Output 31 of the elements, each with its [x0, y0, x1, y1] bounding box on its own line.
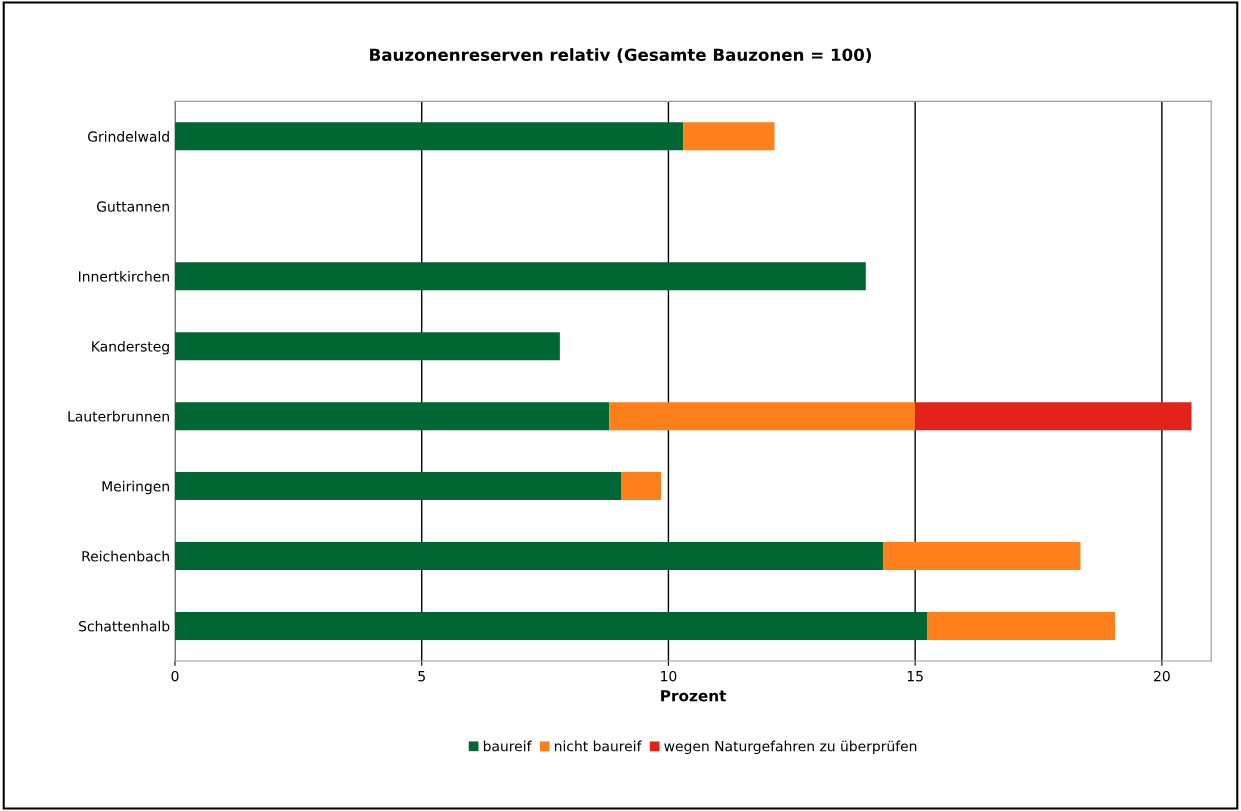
bar — [174, 262, 866, 291]
bar — [174, 612, 928, 640]
bar — [174, 332, 560, 361]
chart-title: Bauzonenreserven relativ (Gesamte Bauzonen = 100) — [370, 48, 871, 64]
y-tick-label: Grindelwald — [88, 131, 169, 142]
x-tick-label: 0 — [171, 670, 179, 682]
y-tick-label: Meiringen — [102, 480, 169, 495]
y-tick-label: Innertkirchen — [79, 270, 169, 282]
bar — [174, 472, 622, 501]
bar — [927, 612, 1115, 640]
x-axis-title: Prozent — [661, 690, 727, 702]
x-tick-label: 5 — [418, 671, 425, 682]
x-tick-label: 20 — [1154, 670, 1170, 682]
bar — [683, 122, 775, 151]
legend-label: nicht baureif — [554, 740, 642, 752]
bar — [883, 542, 1081, 571]
bar — [609, 402, 916, 431]
y-tick-label: Kandersteg — [92, 340, 169, 355]
legend-label: baureif — [483, 740, 532, 752]
bar — [174, 542, 884, 571]
bar — [174, 122, 684, 151]
bar — [915, 402, 1192, 431]
bar — [621, 472, 662, 501]
bar — [174, 402, 610, 431]
legend-label: wegen Naturgefahren zu überprüfen — [664, 740, 917, 755]
y-tick-label: Lauterbrunnen — [68, 410, 169, 422]
y-tick-label: Schattenhalb — [79, 620, 170, 632]
x-tick-label: 10 — [661, 670, 677, 682]
y-tick-label: Reichenbach — [82, 550, 169, 562]
x-tick-label: 15 — [907, 671, 923, 682]
y-tick-label: Guttannen — [96, 201, 169, 212]
